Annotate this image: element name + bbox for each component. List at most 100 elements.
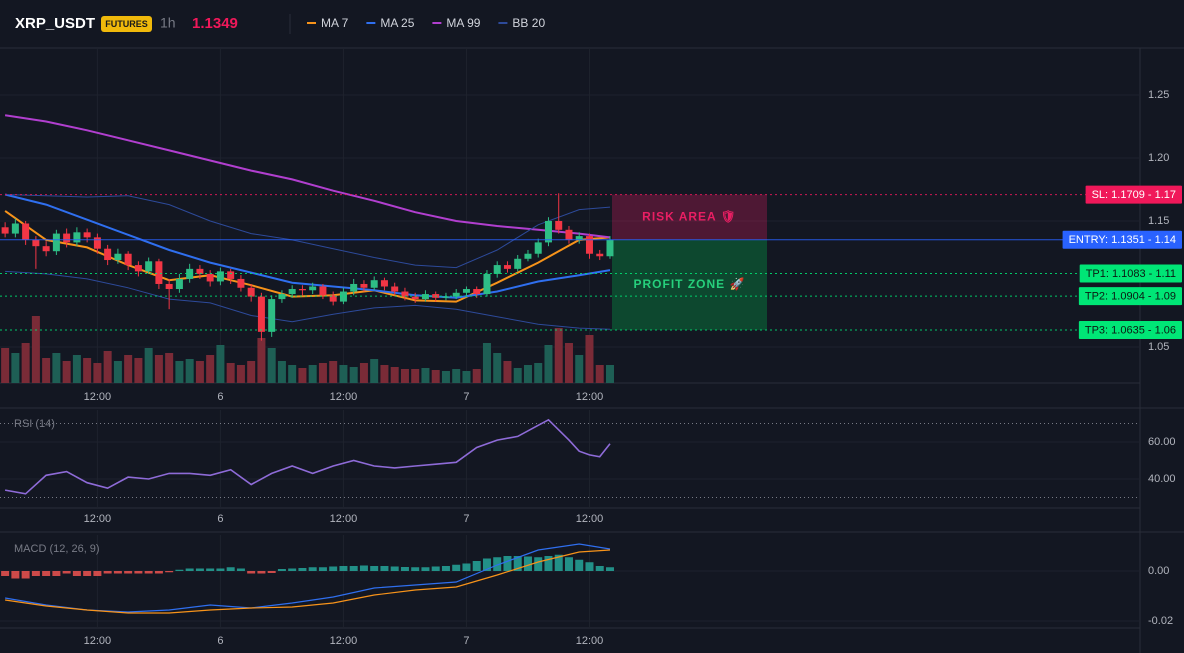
macd-hist: [298, 568, 307, 571]
legend-label: BB 20: [512, 16, 545, 30]
macd-hist: [544, 556, 553, 571]
macd-hist: [124, 571, 133, 574]
candle-body: [63, 233, 71, 243]
y-tick-label: 0.00: [1148, 565, 1169, 577]
volume-bar: [195, 361, 204, 383]
volume-bar: [544, 345, 553, 383]
macd-hist: [277, 569, 286, 571]
macd-hist: [21, 571, 30, 579]
macd-hist: [400, 567, 409, 571]
volume-bar: [1, 348, 10, 383]
macd-hist: [175, 569, 184, 571]
rsi-line: [4, 418, 611, 495]
candle-body: [268, 299, 276, 332]
candle-body: [544, 220, 552, 243]
candle-body: [606, 239, 614, 257]
badge: FUTURES: [105, 19, 148, 29]
volume-bar: [134, 358, 143, 383]
macd-hist: [288, 568, 297, 571]
candle-body: [411, 296, 419, 300]
candle-body: [227, 271, 235, 279]
badge-bg: [101, 16, 152, 32]
candle-body: [319, 286, 327, 296]
volume-bar: [298, 368, 307, 383]
volume-bar: [103, 351, 112, 383]
volume-bar: [93, 363, 102, 383]
candle-body: [401, 291, 409, 297]
x-tick-label: 7: [463, 513, 469, 525]
volume-bar: [21, 343, 30, 383]
macd-hist: [493, 557, 502, 571]
x-tick-label: 12:00: [576, 391, 604, 403]
candle-body: [257, 296, 265, 332]
macd-hist: [113, 571, 122, 574]
candle-body: [483, 273, 491, 295]
volume-bar: [62, 361, 71, 383]
candle-body: [22, 223, 30, 240]
volume-bar: [585, 335, 594, 383]
volume-bar: [605, 365, 614, 383]
macd-hist: [421, 567, 430, 571]
volume-bar: [236, 365, 245, 383]
x-tick-label: 6: [217, 513, 223, 525]
symbol: XRP_USDT: [15, 15, 95, 32]
macd-hist: [359, 565, 368, 571]
macd-hist: [83, 571, 92, 576]
volume-bar: [165, 353, 174, 383]
candle-body: [32, 239, 40, 247]
level-label: SL: 1.1709 - 1.17: [1092, 189, 1176, 201]
level-badge: [1085, 185, 1182, 204]
volume-bar: [462, 371, 471, 383]
volume-bar: [339, 365, 348, 383]
volume-bar: [513, 368, 522, 383]
volume-bar: [503, 361, 512, 383]
candle-body: [73, 232, 81, 243]
candle-body: [329, 295, 337, 302]
panel-label: RSI (14): [14, 418, 55, 430]
macd-hist: [31, 571, 40, 576]
macd-hist: [216, 568, 225, 571]
volume-bar: [277, 361, 286, 383]
candle-body: [380, 280, 388, 287]
candle-body: [360, 283, 368, 288]
legend-label: MA 7: [321, 16, 349, 30]
macd-hist: [339, 566, 348, 571]
candle-body: [145, 261, 153, 272]
macd-hist: [236, 568, 245, 571]
candle-body: [462, 289, 470, 293]
macd-hist: [93, 571, 102, 576]
macd-hist: [62, 571, 71, 574]
candle-body: [473, 289, 481, 295]
volume-bar: [144, 348, 153, 383]
panel-label: MACD (12, 26, 9): [14, 543, 100, 555]
y-tick-label: 60.00: [1148, 436, 1176, 448]
volume-bar: [11, 353, 20, 383]
volume-bar: [493, 353, 502, 383]
candle-body: [42, 246, 50, 252]
macd-hist: [431, 566, 440, 571]
volume-bar: [482, 343, 491, 383]
y-tick-label: -0.02: [1148, 615, 1173, 627]
zone: [612, 239, 767, 330]
macd-hist: [329, 566, 338, 571]
y-tick-label: 1.25: [1148, 89, 1169, 101]
candle-body: [237, 278, 245, 288]
candle-body: [83, 232, 91, 238]
candle-body: [11, 223, 19, 234]
candle-body: [186, 268, 194, 279]
macd-hist: [390, 566, 399, 571]
y-tick-label: 1.05: [1148, 341, 1169, 353]
volume-bar: [206, 355, 215, 383]
candle-body: [596, 253, 604, 257]
volume-bar: [267, 348, 276, 383]
macd-hist: [554, 554, 563, 571]
level-label: TP1: 1.1083 - 1.11: [1086, 268, 1176, 280]
macd-hist: [1, 571, 10, 576]
macd-hist: [575, 559, 584, 571]
macd-hist: [42, 571, 51, 576]
macd-hist: [605, 567, 614, 571]
interval: 1h: [160, 15, 176, 31]
level-label: TP2: 1.0904 - 1.09: [1085, 290, 1176, 302]
